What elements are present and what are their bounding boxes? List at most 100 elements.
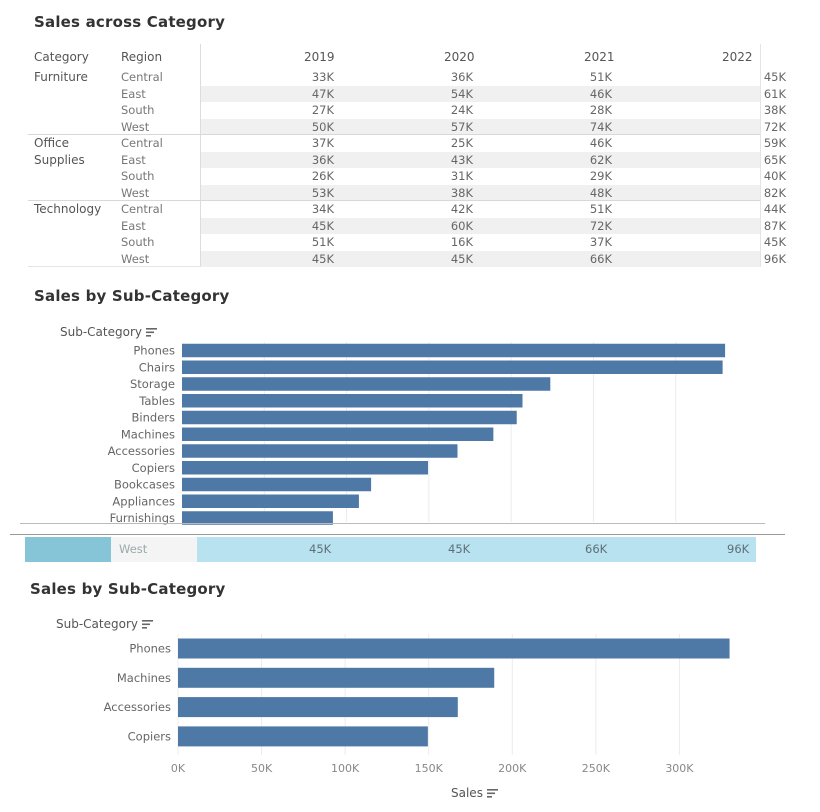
band-region: West: [119, 542, 148, 556]
chart2-bar[interactable]: [178, 638, 730, 659]
sort-icon[interactable]: [486, 787, 498, 801]
chart1-bar[interactable]: [182, 394, 523, 408]
value-cell: 44K: [763, 202, 786, 216]
chart1-bar[interactable]: [182, 377, 551, 391]
table-row: South 26K 31K 29K 40K: [28, 168, 786, 185]
value-cell: 60K: [450, 218, 473, 233]
chart2-bar[interactable]: [178, 697, 458, 718]
value-cell: 72K: [589, 218, 612, 233]
chart2-axis-header-label: Sub-Category: [56, 617, 138, 631]
value-cell: 45K: [311, 251, 334, 266]
table-row: West 53K 38K 48K 82K: [28, 184, 786, 201]
value-cell: 42K: [450, 202, 473, 216]
x-axis-label: Sales: [451, 786, 483, 800]
region-cell: South: [121, 103, 155, 117]
chart1-bar[interactable]: [182, 343, 726, 358]
selected-cell: [111, 537, 197, 562]
value-cell: 50K: [311, 119, 334, 134]
value-cell: 37K: [589, 235, 612, 249]
chart1-category-label: Binders: [132, 411, 175, 425]
chart1-bar[interactable]: [182, 477, 372, 492]
chart2-x-tick-label: 250K: [582, 762, 611, 775]
value-cell: 27K: [311, 103, 334, 117]
chart2-axis-header: Sub-Category: [56, 617, 153, 632]
table-row: South 51K 16K 37K 45K: [28, 234, 786, 251]
column-divider: [200, 44, 201, 266]
chart2-x-tick-label: 50K: [251, 762, 273, 775]
value-cell: 38K: [763, 103, 786, 117]
value-cell: 24K: [450, 103, 473, 117]
divider: [10, 534, 785, 535]
chart1-category-label: Appliances: [112, 494, 175, 508]
value-cell: 72K: [763, 119, 786, 134]
sort-icon[interactable]: [145, 326, 157, 340]
region-cell: East: [121, 152, 146, 167]
value-cell: 45K: [311, 218, 334, 233]
value-cell: 54K: [450, 86, 473, 101]
value-cell: 29K: [589, 169, 612, 183]
value-cell: 51K: [589, 202, 612, 216]
value-cell: 28K: [589, 103, 612, 117]
sort-icon[interactable]: [141, 618, 153, 632]
value-cell: 46K: [589, 86, 612, 101]
value-cell: 40K: [763, 169, 786, 183]
region-cell: South: [121, 169, 155, 183]
value-cell: 82K: [763, 185, 786, 200]
row-band: [201, 85, 760, 102]
table-row: West 50K 57K 74K 72K: [28, 118, 786, 135]
value-cell: 62K: [589, 152, 612, 167]
table-row: West 45K 45K 66K 96K: [28, 250, 786, 267]
chart2-x-tick-label: 0K: [171, 762, 186, 775]
value-cell: 37K: [311, 136, 334, 150]
category-label: Technology: [34, 202, 102, 216]
value-cell: 16K: [450, 235, 473, 249]
value-cell: 25K: [450, 136, 473, 150]
chart2-bar[interactable]: [178, 667, 495, 688]
group-divider: [28, 134, 760, 135]
chart1-bar[interactable]: [182, 427, 494, 442]
value-cell: 74K: [589, 119, 612, 134]
chart2-category-label: Copiers: [128, 729, 171, 743]
value-cell: 43K: [450, 152, 473, 167]
group-divider: [28, 200, 760, 201]
value-cell: 48K: [589, 185, 612, 200]
chart1-bar[interactable]: [182, 410, 517, 425]
sales-table: Category Region 2019 2020 2021 2022 Furn…: [28, 44, 786, 267]
band-value: 45K: [448, 542, 471, 556]
category-label: Furniture: [34, 70, 88, 84]
value-cell: 51K: [311, 235, 334, 249]
chart1-category-label: Accessories: [108, 444, 175, 458]
region-cell: West: [121, 185, 150, 200]
chart1-bar[interactable]: [182, 360, 723, 375]
region-cell: East: [121, 86, 146, 101]
chart2-bar[interactable]: [178, 726, 428, 747]
row-band: [201, 184, 760, 201]
value-cell: 36K: [311, 152, 334, 167]
row-band: [201, 151, 760, 168]
chart1-category-label: Storage: [130, 377, 175, 391]
category-label: Office Supplies: [34, 136, 85, 167]
region-cell: West: [121, 119, 150, 134]
chart1-category-label: Phones: [133, 344, 175, 358]
value-cell: 34K: [311, 202, 334, 216]
chart1-category-label: Tables: [138, 394, 175, 408]
value-cell: 45K: [763, 235, 786, 249]
value-cell: 31K: [450, 169, 473, 183]
chart1-bar[interactable]: [182, 444, 458, 458]
header-year: 2020: [444, 50, 475, 64]
chart2-category-label: Phones: [129, 642, 171, 656]
chart1-category-label: Chairs: [139, 360, 175, 374]
chart1-axis-header-label: Sub-Category: [60, 325, 142, 339]
value-cell: 57K: [450, 119, 473, 134]
chart1-bar[interactable]: [182, 461, 429, 475]
table-row: Central 33K 36K 51K 45K: [28, 69, 786, 86]
selected-row-band[interactable]: West 45K 45K 66K 96K: [25, 537, 756, 562]
chart1-axis-header: Sub-Category: [60, 325, 157, 340]
table-title: Sales across Category: [34, 13, 226, 31]
table-row: South 27K 24K 28K 38K: [28, 102, 786, 119]
value-cell: 33K: [311, 70, 334, 84]
chart1-bar[interactable]: [182, 494, 359, 509]
row-band: [201, 217, 760, 234]
chart2-x-tick-label: 100K: [331, 762, 360, 775]
value-cell: 45K: [763, 70, 786, 84]
